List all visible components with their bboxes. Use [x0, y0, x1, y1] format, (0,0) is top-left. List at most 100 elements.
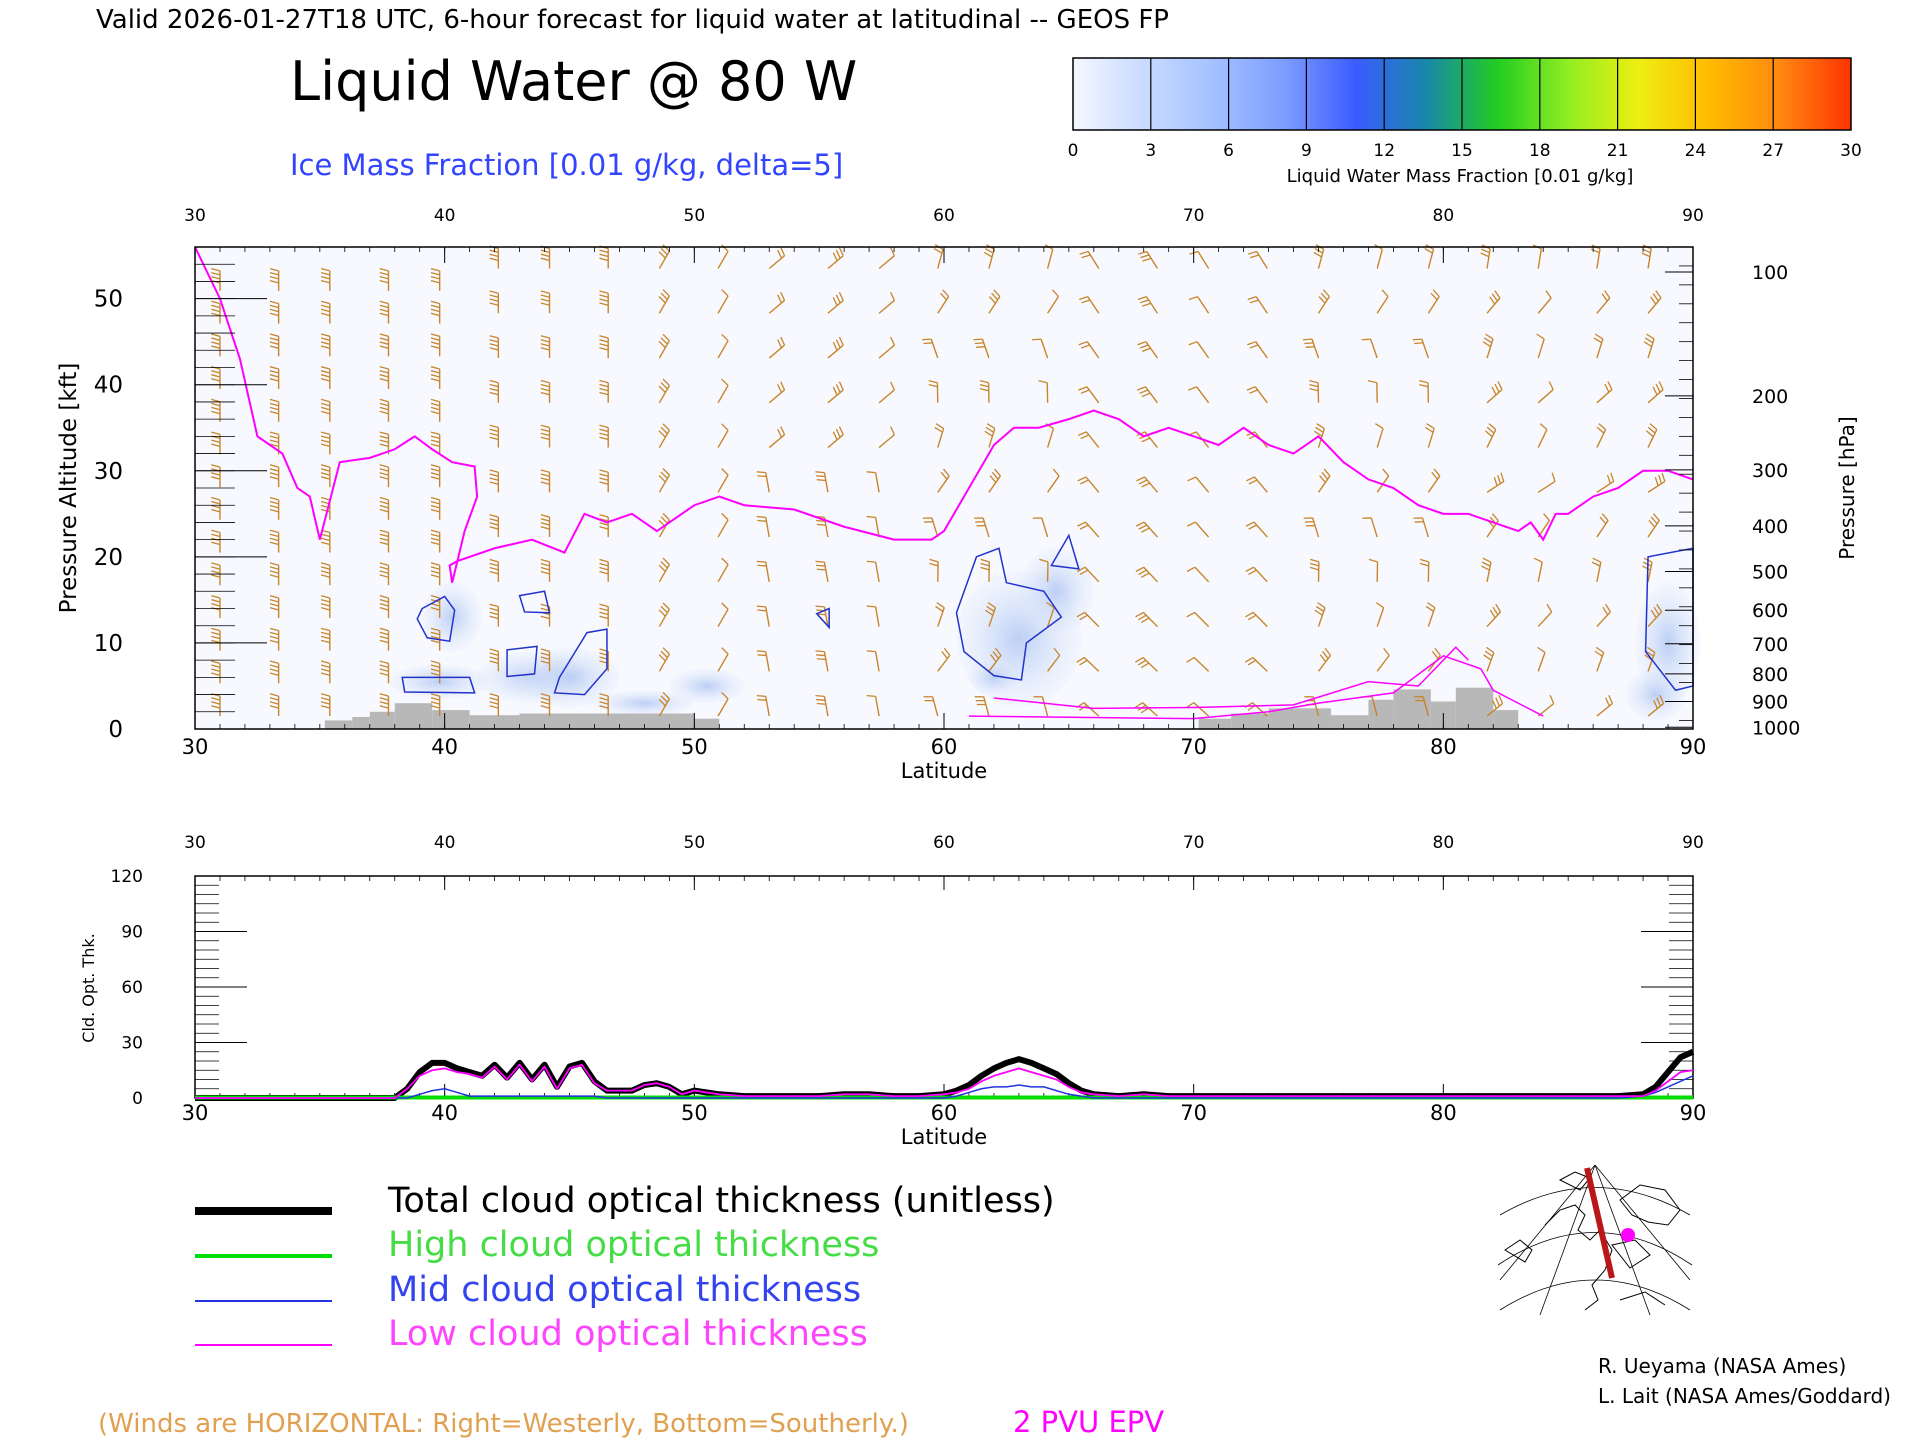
wind-barb	[211, 398, 221, 422]
wind-barb	[717, 289, 729, 314]
wind-barb	[379, 529, 390, 553]
terrain-block	[432, 710, 470, 729]
wind-barb	[1079, 250, 1100, 269]
wind-barb	[1038, 379, 1049, 403]
wind-barb	[1427, 468, 1441, 493]
colorbar: 0 3 6 9 12 15 18 21 24 27 30	[1068, 57, 1862, 161]
wind-barb	[320, 366, 331, 390]
x-tick-label-top: 70	[1183, 206, 1205, 226]
wind-barb	[1302, 338, 1320, 359]
wind-barb	[211, 333, 221, 357]
y-axis-label-lower: Cld. Opt. Thk.	[79, 933, 98, 1042]
legend: Total cloud optical thickness (unitless)…	[195, 1181, 1055, 1354]
wind-barb	[430, 431, 441, 455]
wind-barb	[866, 560, 880, 582]
wind-barb	[768, 426, 786, 449]
wind-barbs	[211, 244, 1666, 717]
wind-barb	[988, 647, 1002, 672]
wind-barb	[1537, 472, 1556, 493]
ice-contour	[955, 547, 1063, 681]
wind-barb	[866, 471, 880, 493]
terrain-block	[369, 711, 395, 729]
wind-barb	[1187, 521, 1210, 538]
wind-barb	[1246, 476, 1268, 493]
cross-section-panel: 3030404050506060707080809090010203040501…	[56, 206, 1859, 783]
wind-barb	[1594, 646, 1605, 672]
wind-barb	[1134, 656, 1158, 672]
wind-barb	[1533, 557, 1543, 582]
terrain-block	[1368, 699, 1394, 729]
wind-barb	[756, 650, 770, 672]
wind-barb	[1596, 603, 1611, 628]
subtitle: Ice Mass Fraction [0.01 g/kg, delta=5]	[290, 148, 843, 182]
location-map	[1495, 1164, 1695, 1316]
wind-barb	[1032, 517, 1049, 538]
wind-barb	[929, 558, 939, 582]
wind-barb	[815, 560, 829, 582]
wind-barb	[1643, 333, 1655, 359]
terrain-block	[1455, 687, 1494, 729]
wind-barb	[320, 431, 331, 455]
ice-contours	[401, 533, 1694, 720]
x-tick-label-lower: 90	[1680, 1101, 1707, 1125]
terrain-block	[394, 703, 433, 729]
pressure-tick-label: 500	[1752, 561, 1788, 583]
legend-mid-label: Mid cloud optical thickness	[388, 1270, 861, 1310]
wind-barb	[430, 366, 441, 390]
wind-barb	[1247, 250, 1268, 269]
wind-barb	[1245, 521, 1268, 538]
wind-barb	[211, 300, 221, 324]
x-tick-label-top-lower: 90	[1682, 833, 1704, 853]
x-tick-label: 90	[1680, 735, 1707, 759]
wind-barb	[599, 379, 609, 403]
wind-barb	[717, 244, 729, 269]
y-tick-label-lower: 0	[132, 1089, 143, 1109]
wind-barb	[489, 290, 500, 314]
x-tick-label-top-lower: 40	[434, 833, 456, 853]
wind-barb	[1591, 557, 1602, 582]
wind-barb	[489, 514, 500, 538]
wind-barb	[1596, 513, 1609, 538]
terrain-block	[519, 713, 695, 729]
wind-barb	[320, 464, 331, 488]
wind-barb	[827, 291, 844, 314]
y-tick-label: 0	[108, 717, 123, 743]
wind-barb	[489, 558, 500, 582]
wind-barb	[1596, 290, 1611, 314]
x-tick-label-lower: 80	[1430, 1101, 1457, 1125]
pressure-tick-label: 100	[1752, 262, 1788, 284]
mid-optical-thickness-line	[195, 1075, 1694, 1099]
wind-barb	[937, 647, 951, 672]
wind-barb	[1647, 513, 1660, 538]
wind-barb	[922, 517, 939, 538]
wind-barb	[1245, 611, 1268, 628]
wind-barb	[1078, 386, 1100, 404]
wind-barb	[540, 290, 551, 314]
wind-barb	[599, 603, 609, 627]
wind-barb	[973, 338, 990, 359]
x-tick-label: 30	[182, 735, 209, 759]
wind-barb	[866, 694, 880, 717]
wind-barb	[980, 558, 990, 582]
x-tick-label: 60	[931, 735, 958, 759]
wind-barb	[320, 627, 331, 651]
y-tick-label: 30	[94, 459, 123, 485]
x-tick-label-lower: 50	[681, 1101, 708, 1125]
wind-barb	[1419, 379, 1430, 403]
x-tick-label: 80	[1430, 735, 1457, 759]
wind-barb	[827, 426, 844, 449]
terrain-block	[1231, 713, 1269, 729]
wind-barb	[1427, 289, 1440, 314]
wind-barb	[1647, 695, 1665, 717]
wind-barb	[320, 595, 331, 618]
x-tick-label-lower: 60	[931, 1101, 958, 1125]
ice-contour	[401, 676, 476, 694]
wind-barb	[430, 496, 441, 520]
wind-barb	[1641, 244, 1652, 269]
x-tick-label-top: 80	[1433, 206, 1455, 226]
ice-contour	[518, 590, 551, 614]
wind-barb	[599, 693, 609, 717]
epv-2pvu-line	[194, 246, 1694, 583]
wind-barb	[430, 660, 441, 684]
wind-barb	[1317, 647, 1332, 672]
